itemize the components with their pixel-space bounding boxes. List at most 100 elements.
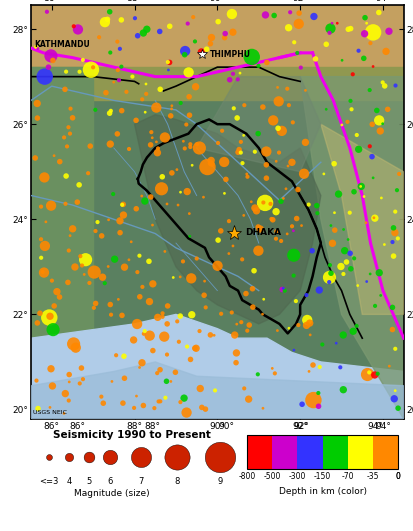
Point xyxy=(391,387,398,395)
Point xyxy=(119,201,125,209)
Point xyxy=(354,145,361,153)
Point xyxy=(309,361,316,369)
Point xyxy=(290,227,296,235)
Point xyxy=(136,293,143,301)
Point xyxy=(346,249,353,258)
Point xyxy=(157,85,163,93)
Point xyxy=(268,215,274,223)
Point xyxy=(240,101,247,109)
Point xyxy=(388,238,395,246)
Point xyxy=(279,284,286,293)
Polygon shape xyxy=(196,76,320,172)
Text: DHAKA: DHAKA xyxy=(244,228,280,237)
Point xyxy=(141,197,148,205)
Point xyxy=(395,170,401,178)
Point xyxy=(151,404,157,413)
Polygon shape xyxy=(31,5,403,67)
Point xyxy=(92,299,99,307)
Point xyxy=(208,160,215,168)
Point xyxy=(251,204,258,212)
Point xyxy=(173,165,180,174)
Point xyxy=(243,170,249,178)
Point xyxy=(92,227,99,235)
Point xyxy=(162,393,169,402)
Point xyxy=(234,148,241,157)
Point xyxy=(121,263,128,271)
Point xyxy=(148,128,154,136)
Point xyxy=(157,365,163,374)
Point xyxy=(262,160,269,169)
Point xyxy=(67,105,74,113)
Point xyxy=(259,103,266,112)
Point xyxy=(192,82,198,91)
Point xyxy=(282,185,289,193)
Point xyxy=(237,318,244,327)
Point xyxy=(330,159,337,168)
Point xyxy=(54,287,60,296)
Point xyxy=(247,198,254,206)
Point xyxy=(251,148,258,156)
Point xyxy=(34,319,40,327)
Point xyxy=(198,48,204,56)
Point xyxy=(394,404,401,413)
Point xyxy=(86,279,93,287)
Point xyxy=(234,75,240,83)
Bar xyxy=(297,435,322,469)
Point xyxy=(157,397,163,406)
Point xyxy=(357,182,364,191)
Point xyxy=(339,225,346,234)
Point xyxy=(163,200,170,208)
Point xyxy=(300,169,306,178)
Point xyxy=(339,386,346,394)
Point xyxy=(302,321,309,330)
Point xyxy=(33,42,39,51)
Point xyxy=(318,340,325,349)
Bar xyxy=(247,435,272,469)
Point xyxy=(380,241,387,249)
Point xyxy=(240,211,247,220)
Point xyxy=(214,262,220,270)
Point xyxy=(62,389,69,398)
Point xyxy=(66,130,73,138)
Point xyxy=(233,114,240,122)
Point xyxy=(275,97,281,106)
Point xyxy=(163,377,169,386)
Point xyxy=(77,252,83,260)
Point xyxy=(248,53,254,61)
Point xyxy=(286,8,293,16)
Point xyxy=(139,282,145,291)
Point xyxy=(118,15,124,24)
Point xyxy=(347,105,354,114)
Point xyxy=(376,291,383,299)
Point xyxy=(262,147,269,156)
Point xyxy=(333,19,340,28)
Point xyxy=(147,193,154,201)
Point xyxy=(242,289,249,298)
Point xyxy=(188,161,195,169)
Point xyxy=(315,286,322,294)
Point xyxy=(184,19,190,28)
Point xyxy=(38,235,44,244)
Text: THIMPHU: THIMPHU xyxy=(209,50,250,59)
Point xyxy=(33,376,40,385)
Point xyxy=(76,379,83,388)
Point xyxy=(102,89,109,97)
Point xyxy=(147,141,154,149)
Point xyxy=(218,126,225,135)
Point xyxy=(134,268,140,276)
Point xyxy=(330,209,337,217)
Text: 8: 8 xyxy=(174,477,179,486)
Text: -35: -35 xyxy=(366,472,378,481)
Point xyxy=(82,255,89,264)
Point xyxy=(177,99,183,107)
Point xyxy=(204,163,210,172)
Point xyxy=(254,62,261,70)
Point xyxy=(363,370,370,379)
Point xyxy=(339,270,346,278)
Point xyxy=(69,225,76,233)
Point xyxy=(356,182,363,191)
Point xyxy=(119,311,125,320)
Point xyxy=(369,174,375,182)
Point xyxy=(138,358,145,367)
Point xyxy=(154,313,161,322)
